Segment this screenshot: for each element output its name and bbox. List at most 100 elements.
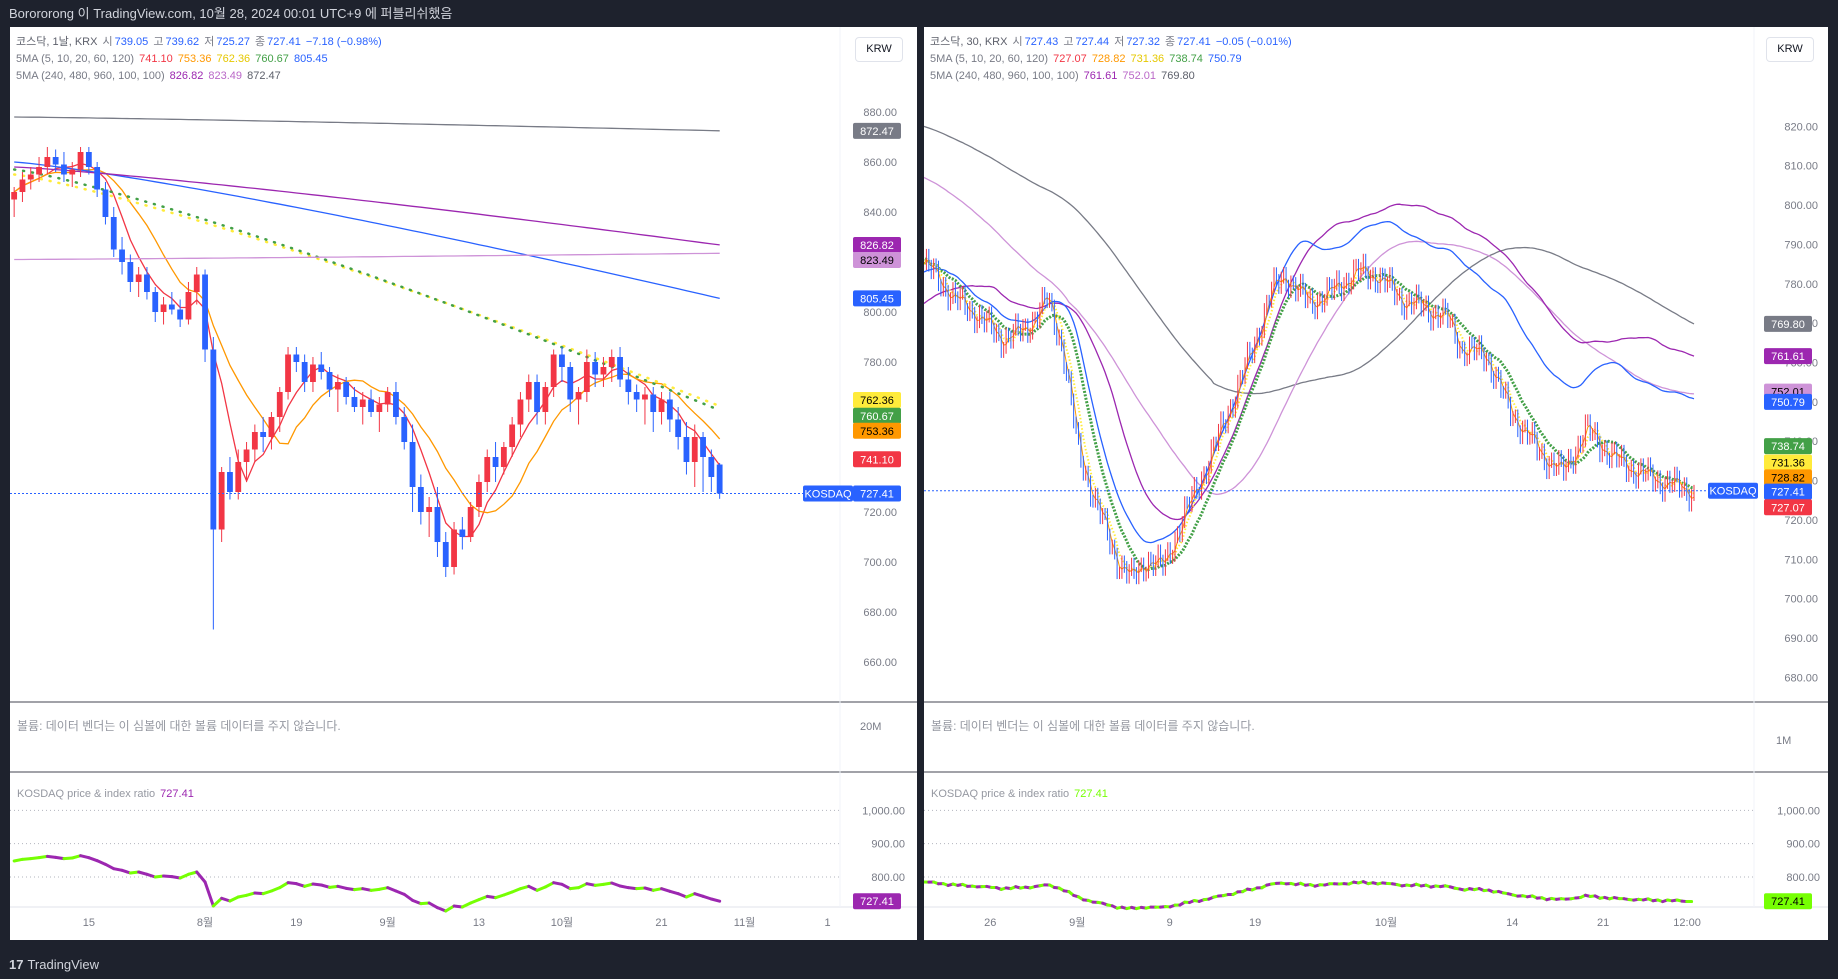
symbol-tag: KOSDAQ (1709, 486, 1757, 498)
currency-button[interactable]: KRW (1766, 37, 1814, 62)
close-label: 종 (1165, 36, 1176, 48)
ma240-line (924, 203, 1695, 521)
ma120-line (14, 161, 720, 300)
candle-body (243, 449, 250, 462)
candle-body (608, 357, 615, 367)
ma-value-label-bg (1764, 483, 1812, 500)
candle-body (517, 399, 524, 425)
candle-body (210, 349, 217, 530)
ma20-value: 731.36 (1130, 53, 1165, 65)
legend-ma-short: 5MA (5, 10, 20, 60, 120) 727.07 728.82 7… (930, 51, 1294, 68)
candle-body (185, 292, 192, 320)
time-tick-label: 12:00 (1673, 917, 1701, 929)
currency-button[interactable]: KRW (855, 37, 903, 62)
ratio-segment (427, 901, 439, 910)
volume-note: 볼륨: 데이터 벤더는 이 심볼에 대한 볼륨 데이터를 주지 않습니다. (17, 719, 341, 733)
candle-body (36, 167, 42, 175)
candle-body (152, 292, 159, 312)
candle-body (218, 472, 225, 530)
ma-value-label: 727.41 (860, 488, 894, 500)
tradingview-logo-icon: 17 (9, 957, 24, 972)
ma120-value: 750.79 (1207, 53, 1242, 65)
ma-value-label: 750.79 (1771, 397, 1805, 409)
ratio-legend: KOSDAQ price & index ratio 727.41 (17, 788, 194, 800)
price-tick-label: 710.00 (1784, 554, 1818, 566)
ratio-tick-label: 900.00 (871, 839, 905, 851)
candle-body (135, 274, 142, 282)
ma-value-label: 728.82 (1771, 472, 1805, 484)
legend-ma-short: 5MA (5, 10, 20, 60, 120) 741.10 753.36 7… (16, 51, 384, 68)
ratio-segment (195, 870, 207, 884)
price-tick-label: 720.00 (863, 507, 897, 519)
chart-svg-30min[interactable]: 820.00810.00800.00790.00780.00770.00760.… (924, 27, 1828, 940)
ma960-line (924, 125, 1695, 395)
candle-body (426, 507, 433, 512)
price-tick-label: 680.00 (1784, 672, 1818, 684)
candle-body (119, 249, 125, 262)
ratio-value: 727.41 (160, 788, 194, 800)
ma-value-label: 762.36 (860, 395, 894, 407)
ma-long-label: 5MA (240, 480, 960, 100, 100) (16, 70, 165, 82)
candle-body (177, 309, 184, 320)
time-tick-label: 19 (1249, 917, 1261, 929)
brand-text: TradingView (27, 957, 100, 972)
candle-body (434, 507, 441, 542)
ma120-value: 805.45 (293, 53, 328, 65)
time-tick-label: 26 (984, 917, 996, 929)
price-tick-label: 800.00 (1784, 200, 1818, 212)
price-tick-label: 810.00 (1784, 161, 1818, 173)
ma-short-label: 5MA (5, 10, 20, 60, 120) (930, 53, 1049, 65)
ratio-tick-label: 1,000.00 (862, 805, 905, 817)
candle-body (442, 542, 449, 567)
price-tick-label: 780.00 (863, 357, 897, 369)
ratio-segment (278, 881, 290, 890)
ma480-line (14, 252, 720, 261)
candle-body (617, 357, 623, 380)
symbol-tag: KOSDAQ (804, 488, 852, 500)
ratio-value-label: 727.41 (860, 896, 894, 908)
ma-value-label: 872.47 (860, 126, 894, 138)
candle-body (268, 417, 275, 437)
ma480-value: 823.49 (208, 70, 243, 82)
price-tick-label: 660.00 (863, 657, 897, 669)
candle-body (368, 399, 374, 412)
candle-body (19, 179, 26, 192)
ratio-segment (709, 897, 722, 903)
chart-panel-daily[interactable]: 880.00860.00840.00820.00800.00780.00760.… (10, 27, 917, 940)
candle-body (293, 354, 300, 362)
candle-body (401, 417, 408, 442)
ma120-line (924, 220, 1695, 544)
ma480-line (924, 176, 1695, 495)
low-value: 727.32 (1126, 36, 1160, 48)
candle-body (633, 392, 640, 400)
candle-body (285, 354, 291, 392)
ma-value-label-bg (853, 236, 901, 253)
candle-body (550, 354, 557, 387)
high-value: 739.62 (165, 36, 200, 48)
tradingview-footer: 17 TradingView (0, 950, 1838, 979)
chart-panel-30min[interactable]: 820.00810.00800.00790.00780.00770.00760.… (924, 27, 1828, 940)
candle-body (52, 157, 59, 165)
ma-value-label: 761.61 (1771, 351, 1805, 363)
candle-body (193, 274, 200, 292)
legend-ma-long: 5MA (240, 480, 960, 100, 100) 761.61 752… (930, 68, 1294, 85)
ma-value-label-bg (853, 290, 901, 307)
chart-svg-daily[interactable]: 880.00860.00840.00820.00800.00780.00760.… (10, 27, 917, 940)
ma-value-label-bg (853, 485, 901, 502)
publish-header: Borororong 이 TradingView.com, 10월 28, 20… (9, 6, 453, 21)
candle-body (27, 174, 34, 180)
price-tick-label: 680.00 (863, 607, 897, 619)
candle-body (110, 217, 117, 250)
time-tick-label: 10월 (1375, 916, 1397, 929)
legend-30min: 코스닥, 30, KRX 시 727.43 고 727.44 저 727.32 종 72… (930, 34, 1294, 85)
candle-body (542, 387, 549, 412)
ma240-value: 761.61 (1083, 70, 1118, 82)
ma-value-label-bg (853, 451, 901, 468)
time-tick-label: 19 (290, 917, 302, 929)
ma-value-label: 741.10 (860, 454, 894, 466)
ratio-segment (103, 862, 116, 871)
candle-body (326, 372, 333, 390)
ratio-segment (178, 872, 190, 880)
price-tick-label: 700.00 (863, 557, 897, 569)
time-tick-label: 9 (1167, 917, 1173, 929)
